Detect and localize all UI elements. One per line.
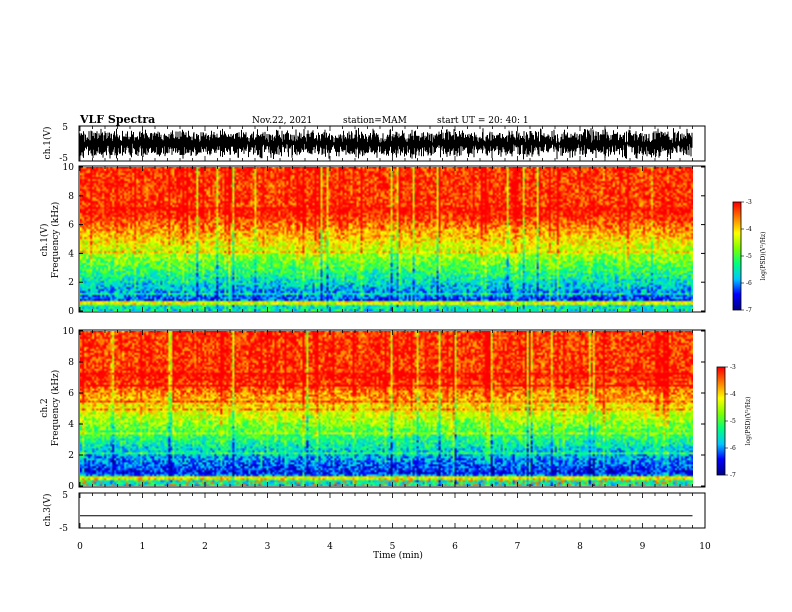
figure-title: VLF Spectra [79, 113, 155, 126]
ch1-ytick-label: 0 [68, 307, 74, 317]
ch1-waveform-panel: 5 -5 ch.1(V) [42, 123, 706, 164]
ch2-colorbar-label: log(PSD)(V²/Hz) [745, 397, 752, 446]
time-tick-label: 9 [640, 542, 646, 552]
date-label: Nov.22, 2021 [252, 116, 312, 126]
ch1-spectrogram-panel: 0 2 4 6 8 10 ch.1(V) Frequency (kHz) -3 -4 -5 -6… [39, 163, 767, 317]
ch1-colorbar-tick-label: -3 [746, 199, 752, 206]
ch3-waveform-frame [78, 492, 706, 529]
ch2-ytick-label: 6 [68, 389, 74, 399]
ch1-ytick-label: 8 [68, 192, 74, 202]
ch3-waveform-ylabel: ch.3(V) [42, 494, 53, 527]
ch1-waveform-ylabel: ch.1(V) [42, 127, 53, 160]
ch1-waveform-frame [78, 125, 706, 162]
time-tick-label: 4 [327, 542, 333, 552]
ch2-ytick-label: 4 [68, 420, 74, 430]
ch2-colorbar-tick-label: -3 [730, 364, 736, 371]
ch1-colorbar-tick-label: -5 [746, 253, 752, 260]
ch1-ytick-label: 4 [68, 249, 74, 259]
time-tick-label: 0 [77, 542, 83, 552]
ch1-colorbar-label: log(PSD)(V²/Hz) [760, 232, 767, 281]
time-tick-label: 8 [577, 542, 583, 552]
ch1-waveform-line [79, 127, 693, 160]
ch2-spectrogram-frame [78, 329, 706, 488]
ch1-colorbar-tick-label: -4 [746, 226, 752, 233]
time-axis-label: Time (min) [373, 550, 423, 561]
station-label: station=MAM [343, 116, 407, 126]
time-tick-label: 1 [140, 542, 146, 552]
ch1-ytick-top: 5 [62, 123, 68, 133]
ch2-colorbar-tick-label: -5 [730, 418, 736, 425]
time-tick-label: 10 [699, 542, 711, 552]
ch1-colorbar [733, 202, 741, 310]
ch1-ytick-bottom: -5 [59, 154, 68, 164]
ch1-spectrogram-image [80, 167, 693, 311]
ch1-spectrogram-frame [78, 165, 706, 313]
time-axis: 0 1 2 3 4 5 6 7 8 9 10 [77, 126, 711, 552]
ch1-frequency-label: Frequency (kHz) [50, 202, 61, 279]
ch1-ytick-label: 6 [68, 221, 74, 231]
time-tick-label: 5 [390, 542, 396, 552]
ch2-ytick-label: 2 [68, 451, 74, 461]
ch2-colorbar [717, 367, 725, 475]
ch1-colorbar-tick-label: -7 [746, 307, 752, 314]
ch2-colorbar-tick-label: -7 [730, 472, 736, 479]
ch2-spectrogram-image [80, 331, 693, 486]
ch3-ytick-top: 5 [62, 491, 68, 501]
ch2-frequency-label: Frequency (kHz) [50, 370, 61, 447]
ch3-waveform-panel: 5 -5 ch.3(V) [42, 491, 706, 534]
ch2-ytick-label: 10 [63, 327, 75, 337]
ch2-colorbar-tick-label: -4 [730, 391, 736, 398]
ch2-ytick-label: 0 [68, 482, 74, 492]
time-tick-label: 7 [515, 542, 521, 552]
ch2-channel-label: ch.2 [40, 398, 50, 417]
ch2-ytick-label: 8 [68, 358, 74, 368]
time-tick-label: 2 [202, 542, 208, 552]
start-time-label: start UT = 20: 40: 1 [437, 116, 529, 126]
time-tick-label: 3 [265, 542, 271, 552]
ch3-ytick-bottom: -5 [59, 524, 68, 534]
ch2-colorbar-tick-label: -6 [730, 445, 736, 452]
ch1-ytick-label: 10 [63, 163, 75, 173]
ch1-ytick-label: 2 [68, 278, 74, 288]
ch1-channel-label: ch.1(V) [39, 224, 50, 257]
ch1-colorbar-tick-label: -6 [746, 280, 752, 287]
time-tick-label: 6 [452, 542, 458, 552]
